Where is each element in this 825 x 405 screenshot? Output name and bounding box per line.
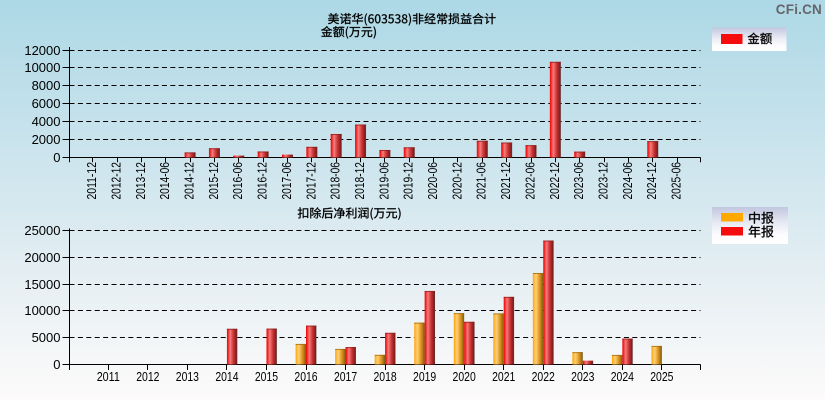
svg-text:2021-12: 2021-12	[498, 162, 513, 200]
svg-text:12000: 12000	[24, 43, 60, 58]
svg-text:2014: 2014	[215, 369, 238, 384]
svg-text:0: 0	[53, 150, 60, 165]
svg-text:2024: 2024	[611, 369, 634, 384]
svg-text:2016-06: 2016-06	[230, 162, 245, 200]
svg-text:2019-12: 2019-12	[401, 162, 416, 200]
svg-text:10000: 10000	[24, 303, 60, 318]
svg-text:2020-12: 2020-12	[449, 162, 464, 200]
svg-text:0: 0	[53, 357, 60, 372]
svg-text:2022-06: 2022-06	[522, 162, 537, 200]
svg-text:2023-12: 2023-12	[595, 162, 610, 200]
svg-text:20000: 20000	[24, 250, 60, 265]
svg-text:15000: 15000	[24, 277, 60, 292]
svg-text:2019: 2019	[413, 369, 436, 384]
svg-text:2012-12: 2012-12	[108, 162, 123, 200]
svg-text:2014-12: 2014-12	[182, 162, 197, 200]
svg-text:2016: 2016	[294, 369, 317, 384]
svg-text:2022: 2022	[532, 369, 555, 384]
svg-text:2022-12: 2022-12	[547, 162, 562, 200]
svg-text:2024-06: 2024-06	[620, 162, 635, 200]
svg-text:2018-12: 2018-12	[352, 162, 367, 200]
svg-text:2015-12: 2015-12	[206, 162, 221, 200]
svg-text:2018-06: 2018-06	[328, 162, 343, 200]
svg-text:2013-12: 2013-12	[133, 162, 148, 200]
svg-text:2017-12: 2017-12	[303, 162, 318, 200]
svg-text:2024-12: 2024-12	[644, 162, 659, 200]
svg-text:2015: 2015	[255, 369, 278, 384]
svg-text:2021-06: 2021-06	[474, 162, 489, 200]
svg-text:6000: 6000	[32, 96, 61, 111]
svg-text:2017-06: 2017-06	[279, 162, 294, 200]
svg-text:2020-06: 2020-06	[425, 162, 440, 200]
svg-text:2025: 2025	[650, 369, 673, 384]
svg-text:2023: 2023	[571, 369, 594, 384]
svg-text:4000: 4000	[32, 114, 61, 129]
svg-text:25000: 25000	[24, 223, 60, 238]
svg-text:2013: 2013	[176, 369, 199, 384]
svg-text:2016-12: 2016-12	[255, 162, 270, 200]
svg-text:2019-06: 2019-06	[376, 162, 391, 200]
svg-text:5000: 5000	[32, 330, 61, 345]
svg-text:2025-06: 2025-06	[669, 162, 684, 200]
svg-text:2000: 2000	[32, 132, 61, 147]
svg-text:2014-06: 2014-06	[157, 162, 172, 200]
svg-text:8000: 8000	[32, 78, 61, 93]
svg-text:2020: 2020	[453, 369, 476, 384]
svg-text:2021: 2021	[492, 369, 515, 384]
svg-text:CFi.CN: CFi.CN	[776, 2, 822, 17]
svg-text:2018: 2018	[373, 369, 396, 384]
svg-text:2011: 2011	[97, 369, 120, 384]
svg-text:10000: 10000	[24, 60, 60, 75]
svg-text:2011-12: 2011-12	[84, 162, 99, 200]
svg-text:2023-06: 2023-06	[571, 162, 586, 200]
svg-text:2017: 2017	[334, 369, 357, 384]
svg-text:2012: 2012	[136, 369, 159, 384]
